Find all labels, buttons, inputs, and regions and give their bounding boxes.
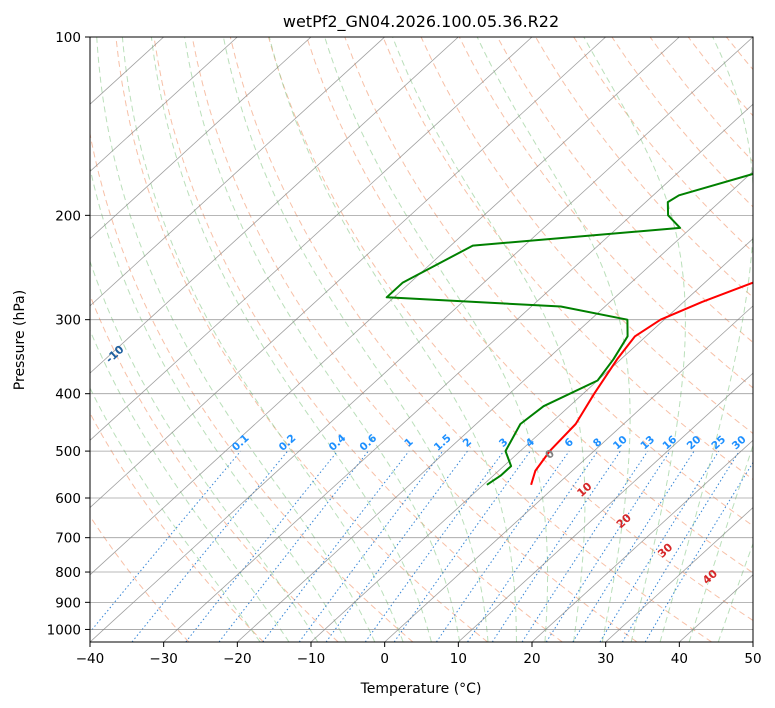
dry-adiabat-line [229,37,712,642]
isotherm-line [90,37,459,374]
isotherm-line [90,37,238,172]
mixing-ratio-line [521,450,649,642]
dry-adiabat-line [90,131,414,642]
moist-adiabat-line [222,37,489,642]
chart-title: wetPf2_GN04.2026.100.05.36.R22 [283,12,559,32]
dry-adiabat-line [268,37,753,622]
y-tick-label: 900 [55,595,81,611]
y-tick-label: 200 [55,208,81,224]
series-line-temperature [530,281,753,486]
moist-adiabat-line [268,37,517,642]
mixing-ratio-line [131,450,288,642]
mixing-ratio-line [364,450,505,642]
isotherm-line [310,238,753,642]
dry-adiabat-line [306,37,753,574]
y-tick-label: 600 [55,491,81,507]
isotherm-line [458,372,753,642]
dry-adiabat-line [115,37,488,642]
x-tick-label: 0 [380,651,389,667]
isotherm-line [531,439,753,642]
dry-adiabat-line [535,37,753,298]
x-tick-label: −30 [149,651,178,667]
y-axis-label: Pressure (hPa) [12,290,28,390]
moist-adiabat-line [688,444,753,642]
moist-adiabat-line [392,37,586,642]
moist-adiabat-line [717,542,753,642]
mixing-ratio-line [491,450,621,642]
x-tick-label: −10 [297,651,326,667]
y-tick-label: 100 [55,30,81,46]
isotherm-line [90,37,312,240]
isotherm-line [90,37,753,642]
moist-adiabat-line [90,259,319,642]
isotherm-line [237,170,753,642]
y-tick-label: 300 [55,313,81,329]
mixing-ratio-line [298,450,444,642]
mixing-ratio-line [467,450,599,642]
mixing-ratio-line [325,450,468,642]
series-line-dewpoint [385,172,753,486]
plot-frame [89,36,754,643]
isotherm-line [90,37,606,509]
x-tick-label: 40 [671,651,688,667]
x-tick-label: 10 [450,651,467,667]
x-axis: −40 −30 −20 −10 0 10 20 30 40 50 [76,642,762,667]
background-lines [90,37,753,642]
moist-adiabat-line [324,37,549,642]
moist-adiabat-line [150,37,432,642]
x-tick-label: 30 [597,651,614,667]
mixing-ratio-line [545,450,671,642]
y-axis: 100 200 300 400 500 600 700 800 900 1000 [47,30,90,638]
y-tick-label: 400 [55,387,81,403]
y-tick-label: 800 [55,565,81,581]
isotherm-line [90,37,533,441]
x-tick-label: 50 [744,651,761,667]
series-layer [385,172,753,486]
moist-adiabat-line [90,387,261,642]
mixing-ratio-line [621,450,740,642]
isotherm-line [163,103,753,642]
x-axis-label: Temperature (°C) [360,681,482,697]
y-tick-label: 500 [55,444,81,460]
isotherm-line [90,37,680,576]
dry-adiabat-line [496,37,753,344]
moist-adiabat-line [90,328,290,642]
dry-adiabat-line [382,37,753,481]
mixing-ratio-line [185,450,338,642]
dry-adiabat-line [153,37,563,642]
moist-adiabat-line [121,37,404,642]
mixing-ratio-line [90,450,242,633]
moist-adiabat-line [184,37,461,642]
isotherm-line [384,305,753,642]
y-tick-label: 700 [55,531,81,547]
x-tick-label: −20 [223,651,252,667]
moist-adiabat-line [90,165,347,642]
mixing-ratio-line [262,450,410,642]
mixing-ratio-line [435,450,570,642]
moist-adiabat-line [476,37,631,642]
isotherm-line [605,507,753,642]
y-tick-label: 1000 [47,622,81,638]
grid-lines [90,37,753,642]
dry-adiabat-line [90,515,190,642]
moist-adiabat-line [583,37,686,642]
moist-adiabat-line [96,37,376,642]
mixing-ratio-line [572,450,695,642]
isotherm-line [90,37,385,307]
x-tick-label: −40 [76,651,105,667]
dry-adiabat-line [90,412,264,642]
mixing-ratio-label: 36 [751,434,770,453]
moist-adiabat-line [659,37,753,642]
x-tick-label: 20 [523,651,540,667]
